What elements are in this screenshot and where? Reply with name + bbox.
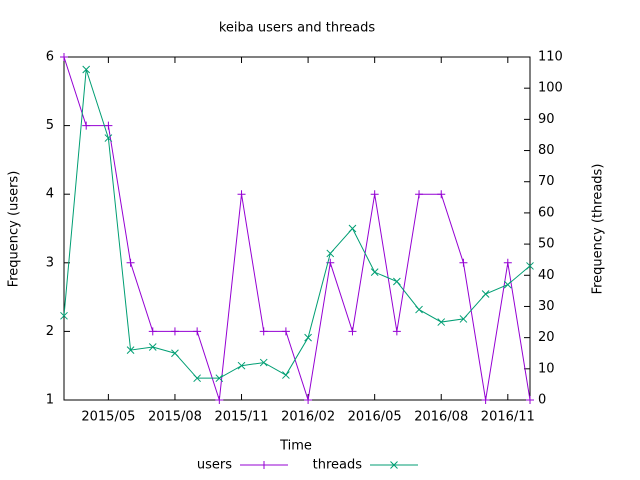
point	[148, 343, 157, 351]
x-tick-label: 2015/05	[81, 410, 135, 425]
x-axis-label: Time	[279, 439, 312, 454]
point	[348, 224, 357, 233]
x-tick-label: 2015/08	[148, 410, 202, 425]
y-axis-label: Frequency (users)	[7, 171, 22, 288]
y2-tick-label: 110	[538, 50, 563, 65]
x-tick-label: 2016/08	[414, 410, 468, 425]
point	[459, 258, 468, 267]
point	[104, 121, 113, 130]
point	[170, 327, 179, 336]
legend-marker	[260, 461, 268, 469]
y-tick-label: 1	[46, 393, 54, 408]
point	[481, 290, 490, 298]
legend-label: threads	[313, 458, 363, 473]
point	[171, 349, 179, 358]
point	[348, 327, 357, 336]
point	[237, 190, 246, 199]
point	[415, 305, 423, 314]
point	[503, 280, 512, 289]
y2-tick-label: 20	[538, 330, 555, 345]
y2-axis-label: Frequency (threads)	[591, 164, 606, 295]
y-tick-label: 3	[46, 255, 54, 270]
y-tick-label: 5	[46, 118, 54, 133]
point	[60, 311, 68, 320]
point	[503, 258, 512, 267]
x-tick-label: 2016/11	[481, 410, 535, 425]
point	[481, 396, 490, 404]
point	[193, 327, 202, 336]
y2-tick-label: 100	[538, 81, 563, 96]
y2-tick-label: 30	[538, 299, 555, 314]
point	[281, 327, 290, 336]
point	[304, 396, 313, 404]
point	[392, 327, 401, 336]
y2-tick-label: 70	[538, 174, 555, 189]
point	[459, 315, 468, 323]
y2-tick-label: 90	[538, 112, 555, 127]
point	[415, 190, 424, 199]
x-tick-label: 2016/02	[281, 410, 335, 425]
point	[126, 258, 135, 267]
point	[60, 53, 68, 61]
y2-tick-label: 60	[538, 205, 555, 220]
point	[370, 268, 379, 277]
point	[215, 374, 224, 383]
y2-tick-label: 50	[538, 237, 555, 252]
point	[437, 318, 446, 326]
point	[326, 249, 335, 258]
point	[437, 190, 446, 199]
point	[126, 346, 135, 354]
y2-tick-label: 0	[538, 393, 546, 408]
point	[282, 371, 290, 379]
point	[215, 396, 224, 404]
point	[370, 190, 379, 199]
point	[82, 65, 91, 74]
series-line	[63, 69, 531, 379]
point	[526, 396, 534, 404]
legend-label: users	[197, 458, 232, 473]
point	[82, 121, 91, 130]
x-tick-label: 2015/11	[215, 410, 269, 425]
point	[526, 262, 534, 270]
x-tick-label: 2016/05	[348, 410, 402, 425]
y2-tick-label: 80	[538, 143, 555, 158]
y2-tick-label: 40	[538, 268, 555, 283]
series-line	[63, 56, 531, 401]
y-tick-label: 2	[46, 324, 54, 339]
plot-frame	[63, 56, 531, 401]
chart-title: keiba users and threads	[219, 21, 375, 36]
point	[259, 358, 268, 367]
legend-marker	[390, 461, 398, 469]
point	[393, 277, 401, 286]
point	[148, 327, 157, 336]
y-tick-label: 4	[46, 187, 54, 202]
y-tick-label: 6	[46, 50, 54, 65]
point	[104, 134, 113, 142]
point	[193, 374, 201, 383]
point	[259, 327, 268, 336]
y2-tick-label: 10	[538, 361, 555, 376]
point	[304, 333, 312, 342]
point	[237, 361, 246, 370]
